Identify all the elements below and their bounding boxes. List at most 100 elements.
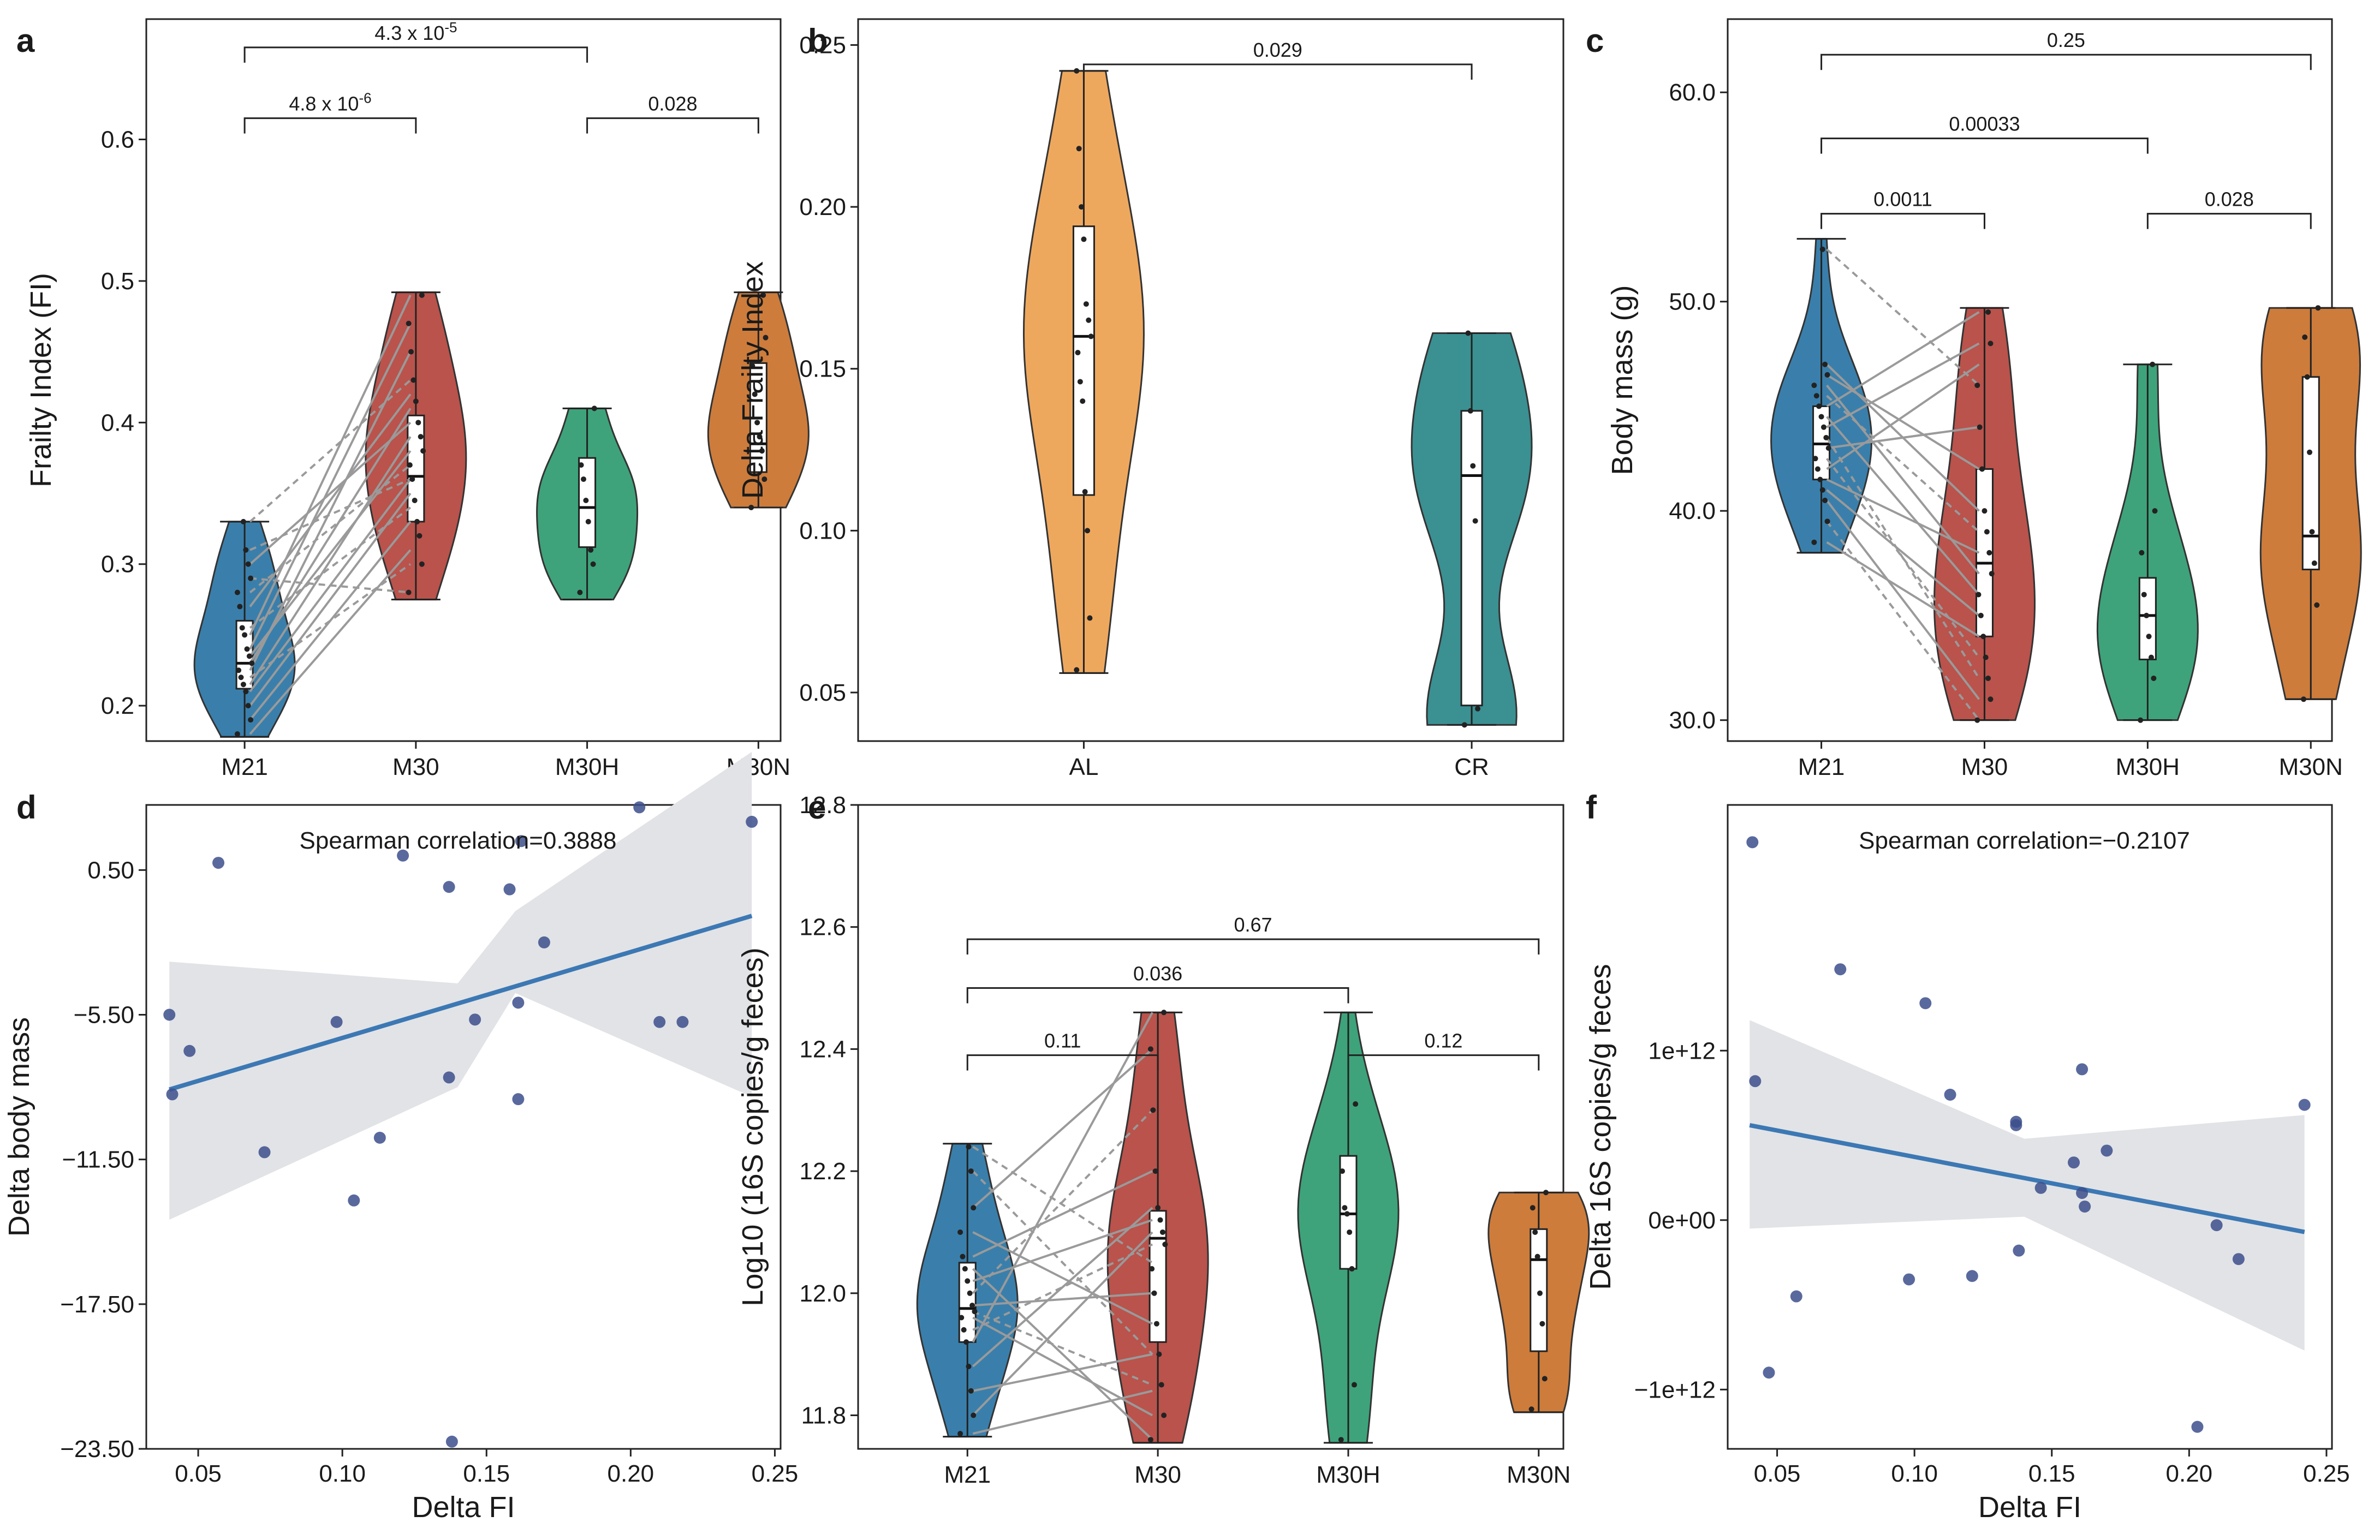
data-point [443, 881, 455, 893]
data-point [1086, 317, 1092, 323]
y-tick-label: −23.50 [60, 1436, 134, 1463]
data-point [967, 1290, 973, 1296]
data-point [578, 462, 584, 468]
data-point [1082, 489, 1088, 495]
paired-line [249, 421, 412, 565]
data-point [512, 1093, 525, 1106]
data-point [2302, 334, 2308, 340]
y-tick-label: −1e+12 [1634, 1376, 1716, 1403]
regression-line [1749, 1123, 2305, 1234]
data-point [1749, 1075, 1762, 1088]
data-point [2191, 1420, 2204, 1433]
data-point [244, 646, 250, 652]
data-point [1074, 667, 1080, 673]
x-tick-label: 0.05 [175, 1460, 222, 1487]
data-point [1763, 1366, 1775, 1379]
y-tick-label: 50.0 [1669, 289, 1716, 315]
data-point [653, 1016, 666, 1028]
y-tick-label: 0.3 [101, 551, 134, 578]
data-point [412, 498, 418, 503]
p-value-label: 0.25 [2047, 29, 2085, 51]
data-point [1984, 529, 1990, 535]
p-value-label: 0.67 [1234, 914, 1272, 936]
plot-frame [145, 804, 782, 1450]
regression-line [169, 914, 753, 1092]
data-point [2150, 361, 2156, 367]
data-point [1986, 550, 1992, 556]
paired-line [972, 1268, 1153, 1441]
data-point [1818, 414, 1824, 420]
data-point [591, 405, 597, 411]
data-point [242, 632, 248, 638]
y-tick-label: 0.5 [101, 268, 134, 295]
paired-line [972, 1389, 1153, 1435]
data-point [1080, 398, 1086, 404]
data-point [2232, 1253, 2245, 1266]
y-tick-label: 0.15 [799, 356, 846, 383]
paired-line-dashed [972, 1170, 1153, 1356]
panel-label-f: f [1586, 789, 1597, 826]
data-point [752, 391, 758, 397]
box-M30N [749, 362, 767, 473]
panel-label-d: d [16, 789, 37, 826]
data-point [583, 498, 589, 503]
data-point [1820, 424, 1826, 430]
data-point [166, 1088, 178, 1101]
data-point [237, 604, 243, 610]
data-point [1158, 1382, 1164, 1388]
data-point [1161, 1412, 1167, 1418]
data-point [330, 1016, 343, 1028]
data-point [2079, 1200, 2091, 1213]
data-point [1974, 383, 1980, 389]
data-point [2101, 1144, 2113, 1157]
data-point [588, 547, 594, 553]
p-value-label: 0.00033 [1949, 113, 2020, 135]
data-point [1153, 1321, 1159, 1327]
data-point [1534, 1254, 1540, 1260]
data-point [212, 857, 225, 869]
data-point [585, 518, 591, 524]
data-point [1824, 518, 1830, 524]
paired-line [972, 1219, 1153, 1282]
significance-bracket [966, 987, 1349, 1004]
panel-e: e 11.8 12.0 12.2 12.4 12.6 12.8 Log10 (16S copi… [736, 789, 1590, 1488]
data-point [2144, 612, 2150, 618]
y-tick-label: 60.0 [1669, 79, 1716, 106]
data-point [1989, 571, 1995, 577]
significance-bracket [586, 117, 759, 134]
paired-line [249, 323, 412, 650]
data-point [1155, 1205, 1161, 1211]
data-point [240, 682, 246, 688]
paired-line [1826, 363, 1980, 470]
data-point [163, 1008, 176, 1021]
data-point [577, 589, 583, 595]
data-point [749, 363, 755, 369]
data-point [1151, 1290, 1157, 1296]
data-point [2068, 1156, 2080, 1169]
data-point [971, 1412, 977, 1418]
data-point [406, 589, 412, 595]
paired-line [1825, 499, 1980, 700]
correlation-annotation: Spearman correlation=−0.2107 [1859, 827, 2190, 854]
p-value-label: 0.0011 [1873, 188, 1932, 211]
box-M30N [2301, 376, 2320, 571]
x-tick-label: CR [1454, 754, 1489, 780]
x-tick-label: M21 [944, 1461, 991, 1488]
data-point [1985, 309, 1991, 315]
x-tick-label: 0.05 [1754, 1460, 1801, 1487]
paired-line [249, 450, 412, 657]
paired-line [972, 1207, 1153, 1368]
significance-bracket [966, 938, 1540, 955]
y-axis-label: Delta 16S copies/g feces [1584, 964, 1617, 1290]
data-point [1461, 722, 1467, 728]
data-point [413, 398, 419, 404]
x-tick-label: 0.15 [2028, 1460, 2075, 1487]
data-point [416, 533, 423, 539]
paired-line [1826, 416, 1980, 595]
x-tick-label: M30H [1316, 1461, 1380, 1488]
data-point [1978, 612, 1984, 618]
data-point [1467, 408, 1473, 414]
x-tick-label: M21 [221, 754, 268, 780]
box-CR [1460, 410, 1483, 707]
data-point [2307, 449, 2313, 455]
